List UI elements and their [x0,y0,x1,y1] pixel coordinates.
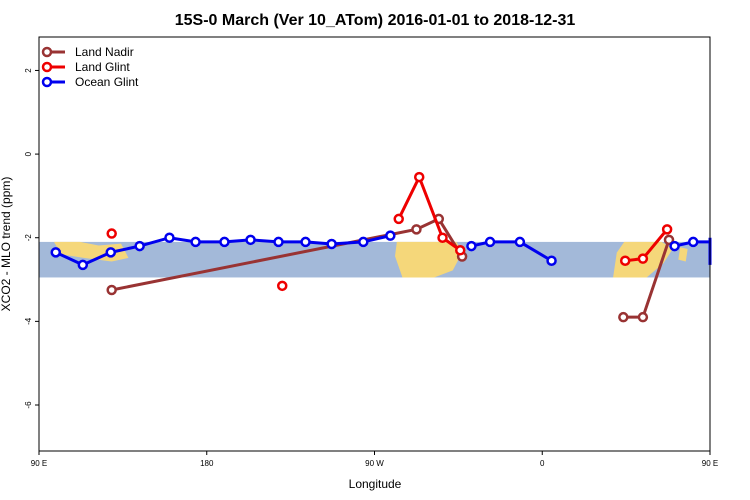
data-point [484,236,496,248]
data-point [385,230,396,241]
data-point [190,236,201,248]
data-point [413,171,425,183]
data-point [637,311,649,323]
ocean-band [39,241,710,278]
x-tick-label: 90 W [365,459,384,468]
data-point [164,232,175,243]
series-land-nadir [106,213,675,323]
legend-marker [41,46,53,58]
data-point [358,236,369,248]
series-line [397,173,462,252]
data-point [326,238,337,250]
data-point [134,240,145,252]
data-point [661,224,673,235]
data-point [669,240,680,252]
legend-marker [41,61,53,73]
legend-marker [41,76,53,88]
land-madagascar [678,247,688,262]
data-point [273,236,284,248]
data-point [466,240,477,252]
x-tick-label: 0 [540,459,545,468]
data-point [437,232,448,243]
data-point [663,234,675,246]
data-point [300,236,311,248]
data-point [245,234,256,246]
legend-label: Ocean Glint [75,75,139,89]
land-south-america [395,241,463,278]
x-tick-label: 180 [200,459,214,468]
data-point [454,245,466,256]
data-point [618,311,629,323]
series-land-glint [106,171,673,292]
data-point [219,236,230,248]
data-point [637,253,649,264]
data-point [106,284,117,296]
y-tick-label: -6 [24,401,33,409]
data-point [106,228,117,239]
map-band [39,241,710,278]
legend-label: Land Glint [75,60,130,74]
series-layer [50,171,712,323]
data-point [411,224,422,235]
x-tick-label: 90 E [31,459,47,468]
y-tick-label: -2 [24,234,33,242]
x-axis: 90 E 180 90 W 0 90 E [31,451,718,468]
y-tick-label: 0 [24,151,33,156]
data-point [393,213,404,225]
data-point [276,280,288,292]
data-point [546,255,557,266]
series-line [111,216,464,292]
data-point [619,255,631,266]
y-axis: 2 0 -2 -4 -6 [24,68,39,409]
data-point [687,236,699,248]
data-point [77,259,89,271]
x-axis-label: Longitude [349,477,402,491]
legend-label: Land Nadir [75,45,134,59]
data-point [50,247,62,258]
data-point [105,247,117,258]
y-axis-label: XCO2 - MLO trend (ppm) [0,177,13,312]
y-tick-label: -4 [24,317,33,325]
series-line [471,240,553,263]
chart-title: 15S-0 March (Ver 10_ATom) 2016-01-01 to … [175,12,576,29]
data-point [514,236,526,248]
y-tick-label: 2 [24,68,33,73]
series-ocean-glint [50,230,712,271]
x-tick-label: 90 E [702,459,718,468]
